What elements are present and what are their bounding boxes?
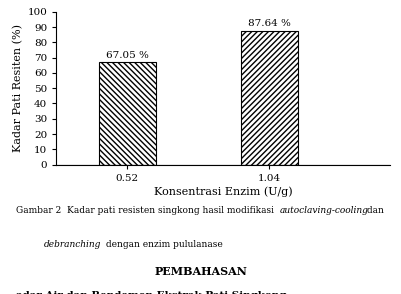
Text: PEMBAHASAN: PEMBAHASAN xyxy=(154,266,247,277)
Text: 67.05 %: 67.05 % xyxy=(105,51,148,60)
X-axis label: Konsentrasi Enzim (U/g): Konsentrasi Enzim (U/g) xyxy=(154,187,292,197)
Text: autoclaving-cooling: autoclaving-cooling xyxy=(279,206,367,215)
Text: dan: dan xyxy=(363,206,383,215)
Text: adar Air dan Rendemen Ekstrak Pati Singkong: adar Air dan Rendemen Ekstrak Pati Singk… xyxy=(16,291,286,294)
Text: Gambar 2  Kadar pati resisten singkong hasil modifikasi: Gambar 2 Kadar pati resisten singkong ha… xyxy=(16,206,276,215)
Bar xyxy=(240,31,297,165)
Text: dengan enzim pululanase: dengan enzim pululanase xyxy=(102,240,222,249)
Text: 87.64 %: 87.64 % xyxy=(247,19,290,28)
Bar xyxy=(99,62,155,165)
Y-axis label: Kadar Pati Resiten (%): Kadar Pati Resiten (%) xyxy=(13,24,23,152)
Text: debranching: debranching xyxy=(44,240,101,249)
